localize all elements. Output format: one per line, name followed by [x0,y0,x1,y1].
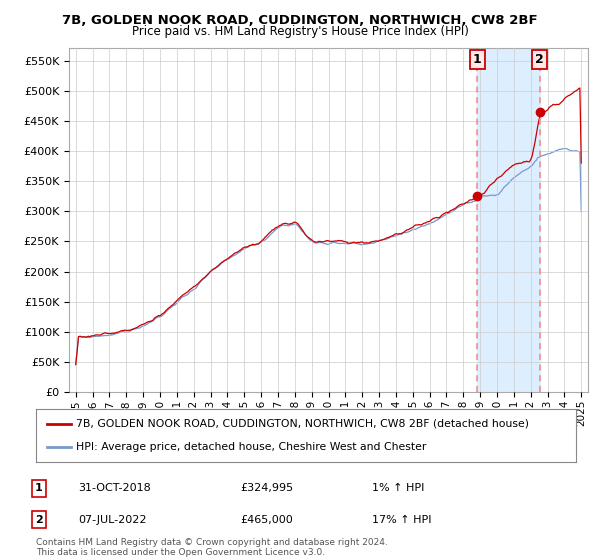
Text: Price paid vs. HM Land Registry's House Price Index (HPI): Price paid vs. HM Land Registry's House … [131,25,469,38]
Text: 2: 2 [35,515,43,525]
Text: 7B, GOLDEN NOOK ROAD, CUDDINGTON, NORTHWICH, CW8 2BF: 7B, GOLDEN NOOK ROAD, CUDDINGTON, NORTHW… [62,14,538,27]
Text: Contains HM Land Registry data © Crown copyright and database right 2024.
This d: Contains HM Land Registry data © Crown c… [36,538,388,557]
Text: 31-OCT-2018: 31-OCT-2018 [78,483,151,493]
Text: £324,995: £324,995 [240,483,293,493]
Text: 07-JUL-2022: 07-JUL-2022 [78,515,146,525]
Text: 1% ↑ HPI: 1% ↑ HPI [372,483,424,493]
Text: 2: 2 [535,53,544,66]
Text: 1: 1 [35,483,43,493]
Text: 7B, GOLDEN NOOK ROAD, CUDDINGTON, NORTHWICH, CW8 2BF (detached house): 7B, GOLDEN NOOK ROAD, CUDDINGTON, NORTHW… [77,419,530,429]
Text: 1: 1 [473,53,482,66]
Bar [477,48,539,392]
Text: 17% ↑ HPI: 17% ↑ HPI [372,515,431,525]
Text: HPI: Average price, detached house, Cheshire West and Chester: HPI: Average price, detached house, Ches… [77,442,427,452]
Text: £465,000: £465,000 [240,515,293,525]
